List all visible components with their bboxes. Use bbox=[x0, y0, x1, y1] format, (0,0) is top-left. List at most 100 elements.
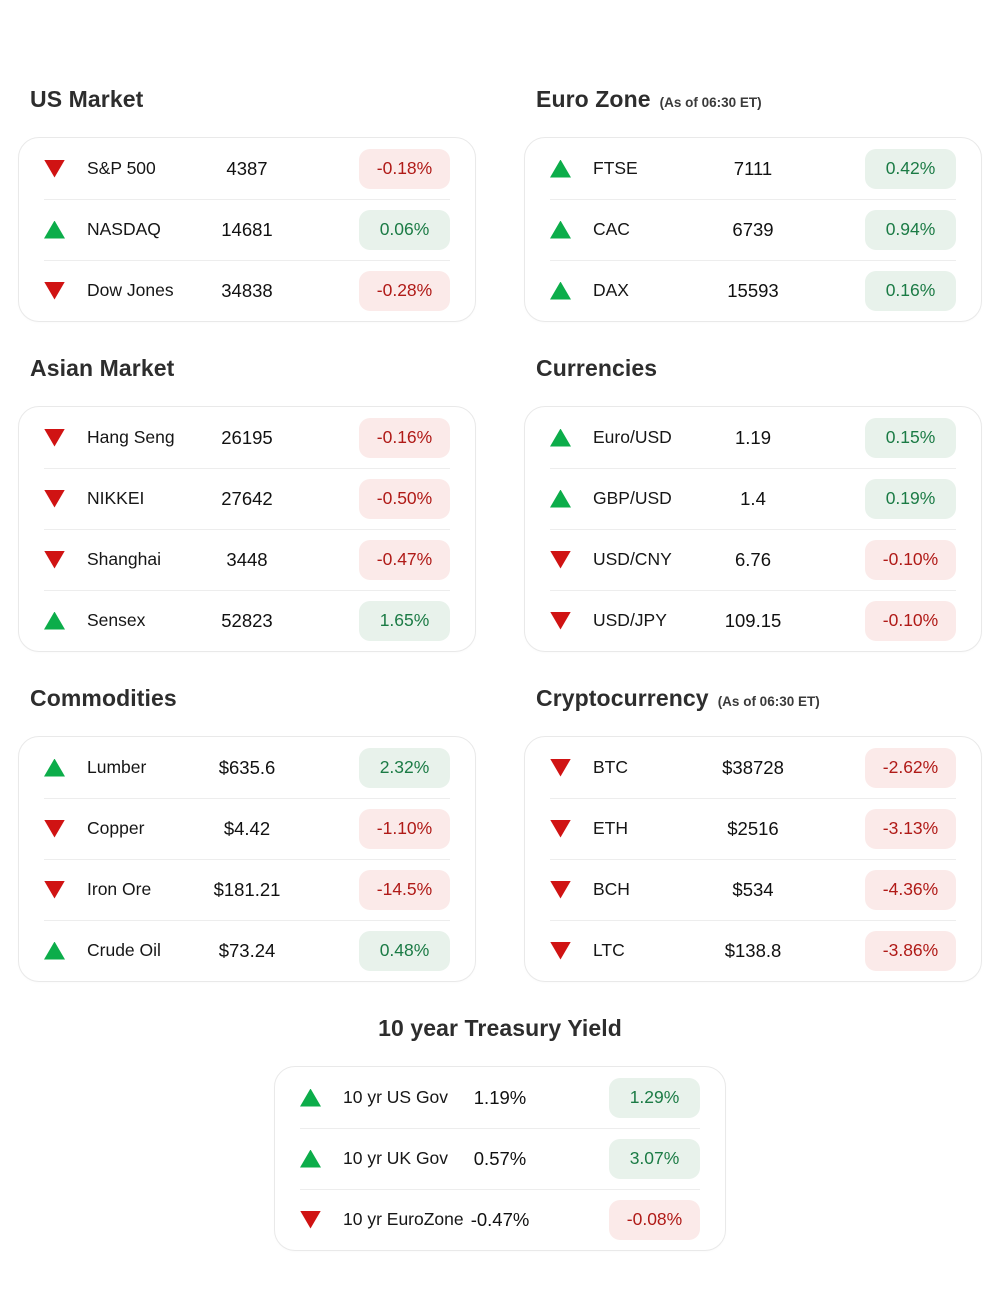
change-badge: 0.42% bbox=[865, 148, 956, 189]
instrument-name: 10 yr US Gov bbox=[343, 1087, 449, 1107]
instrument-name: Sensex bbox=[87, 610, 146, 630]
quotes-card: BTC $38728 -2.62% ETH $2516 -3.13% BCH $… bbox=[524, 736, 982, 982]
section-title: Euro Zone bbox=[536, 86, 651, 112]
trend-down-icon bbox=[44, 550, 65, 569]
section-title: Currencies bbox=[536, 355, 658, 381]
instrument-name: BCH bbox=[593, 879, 630, 899]
instrument-name: GBP/USD bbox=[593, 488, 672, 508]
quote-row: LTC $138.8 -3.86% bbox=[525, 920, 981, 981]
section-subtitle: (As of 06:30 ET) bbox=[717, 694, 820, 709]
change-badge: -2.62% bbox=[865, 747, 956, 788]
change-badge: -0.08% bbox=[609, 1199, 700, 1240]
change-badge: 2.32% bbox=[359, 747, 450, 788]
section-title: Cryptocurrency bbox=[536, 685, 709, 711]
change-badge: 0.16% bbox=[865, 270, 956, 311]
instrument-name: NIKKEI bbox=[87, 488, 145, 508]
section-euro-zone: Euro Zone (As of 06:30 ET) FTSE 7111 0.4… bbox=[524, 53, 982, 322]
trend-down-icon bbox=[44, 428, 65, 447]
instrument-name: LTC bbox=[593, 940, 625, 960]
section-commodities: Commodities Lumber $635.6 2.32% Copper $… bbox=[18, 652, 476, 982]
trend-down-icon bbox=[550, 941, 571, 960]
quote-row: 10 yr UK Gov 0.57% 3.07% bbox=[275, 1128, 725, 1189]
instrument-name: S&P 500 bbox=[87, 158, 156, 178]
change-badge: -0.16% bbox=[359, 417, 450, 458]
change-badge: -0.47% bbox=[359, 539, 450, 580]
section-title: Commodities bbox=[30, 685, 177, 711]
quote-row: Shanghai 3448 -0.47% bbox=[19, 529, 475, 590]
instrument-name: USD/JPY bbox=[593, 610, 667, 630]
change-badge: 0.19% bbox=[865, 478, 956, 519]
instrument-name: USD/CNY bbox=[593, 549, 672, 569]
change-badge: -14.5% bbox=[359, 869, 450, 910]
trend-down-icon bbox=[550, 550, 571, 569]
trend-down-icon bbox=[44, 489, 65, 508]
change-badge: 0.15% bbox=[865, 417, 956, 458]
instrument-name: Hang Seng bbox=[87, 427, 175, 447]
trend-down-icon bbox=[44, 819, 65, 838]
section-header: Commodities bbox=[30, 684, 476, 712]
instrument-name: Iron Ore bbox=[87, 879, 152, 899]
section-title: 10 year Treasury Yield bbox=[378, 1015, 622, 1041]
section-currencies: Currencies Euro/USD 1.19 0.15% GBP/USD 1… bbox=[524, 322, 982, 652]
section-header: Currencies bbox=[536, 354, 982, 382]
quote-row: Hang Seng 26195 -0.16% bbox=[19, 407, 475, 468]
quote-row: NIKKEI 27642 -0.50% bbox=[19, 468, 475, 529]
quote-row: USD/CNY 6.76 -0.10% bbox=[525, 529, 981, 590]
instrument-name: NASDAQ bbox=[87, 219, 161, 239]
section-header: Euro Zone (As of 06:30 ET) bbox=[536, 85, 982, 113]
quote-row: DAX 15593 0.16% bbox=[525, 260, 981, 321]
instrument-name: ETH bbox=[593, 818, 628, 838]
quotes-card: Euro/USD 1.19 0.15% GBP/USD 1.4 0.19% US… bbox=[524, 406, 982, 652]
trend-up-icon bbox=[550, 489, 571, 508]
quote-row: Dow Jones 34838 -0.28% bbox=[19, 260, 475, 321]
trend-up-icon bbox=[44, 941, 65, 960]
quote-row: Sensex 52823 1.65% bbox=[19, 590, 475, 651]
quote-row: BCH $534 -4.36% bbox=[525, 859, 981, 920]
trend-up-icon bbox=[550, 428, 571, 447]
quote-row: GBP/USD 1.4 0.19% bbox=[525, 468, 981, 529]
quote-row: USD/JPY 109.15 -0.10% bbox=[525, 590, 981, 651]
instrument-name: 10 yr EuroZone bbox=[343, 1209, 464, 1229]
trend-up-icon bbox=[300, 1149, 321, 1168]
markets-dashboard: US Market S&P 500 4387 -0.18% NASDAQ 146… bbox=[18, 53, 982, 1251]
section-title: US Market bbox=[30, 86, 144, 112]
trend-down-icon bbox=[550, 758, 571, 777]
trend-down-icon bbox=[300, 1210, 321, 1229]
instrument-name: Euro/USD bbox=[593, 427, 672, 447]
trend-down-icon bbox=[44, 281, 65, 300]
trend-down-icon bbox=[44, 880, 65, 899]
section-us-market: US Market S&P 500 4387 -0.18% NASDAQ 146… bbox=[18, 53, 476, 322]
instrument-name: CAC bbox=[593, 219, 630, 239]
change-badge: -3.13% bbox=[865, 808, 956, 849]
change-badge: -0.10% bbox=[865, 539, 956, 580]
quote-row: FTSE 7111 0.42% bbox=[525, 138, 981, 199]
section-header: US Market bbox=[30, 85, 476, 113]
quotes-card: FTSE 7111 0.42% CAC 6739 0.94% DAX 15593… bbox=[524, 137, 982, 322]
quote-row: S&P 500 4387 -0.18% bbox=[19, 138, 475, 199]
change-badge: -4.36% bbox=[865, 869, 956, 910]
instrument-name: Crude Oil bbox=[87, 940, 161, 960]
instrument-name: BTC bbox=[593, 757, 628, 777]
trend-up-icon bbox=[300, 1088, 321, 1107]
section-header: Cryptocurrency (As of 06:30 ET) bbox=[536, 684, 982, 712]
section-10-year-treasury-yield: 10 year Treasury Yield 10 yr US Gov 1.19… bbox=[18, 982, 982, 1251]
trend-down-icon bbox=[550, 611, 571, 630]
change-badge: -3.86% bbox=[865, 930, 956, 971]
quotes-card: S&P 500 4387 -0.18% NASDAQ 14681 0.06% D… bbox=[18, 137, 476, 322]
quotes-card: Hang Seng 26195 -0.16% NIKKEI 27642 -0.5… bbox=[18, 406, 476, 652]
quotes-card: Lumber $635.6 2.32% Copper $4.42 -1.10% … bbox=[18, 736, 476, 982]
change-badge: -0.10% bbox=[865, 600, 956, 641]
section-subtitle: (As of 06:30 ET) bbox=[659, 95, 762, 110]
trend-up-icon bbox=[44, 611, 65, 630]
change-badge: -0.28% bbox=[359, 270, 450, 311]
quote-row: Copper $4.42 -1.10% bbox=[19, 798, 475, 859]
instrument-name: Dow Jones bbox=[87, 280, 174, 300]
change-badge: 0.48% bbox=[359, 930, 450, 971]
quote-row: 10 yr US Gov 1.19% 1.29% bbox=[275, 1067, 725, 1128]
instrument-name: Shanghai bbox=[87, 549, 161, 569]
change-badge: 1.29% bbox=[609, 1077, 700, 1118]
trend-down-icon bbox=[550, 819, 571, 838]
quote-row: Iron Ore $181.21 -14.5% bbox=[19, 859, 475, 920]
quote-row: BTC $38728 -2.62% bbox=[525, 737, 981, 798]
instrument-name: Lumber bbox=[87, 757, 147, 777]
